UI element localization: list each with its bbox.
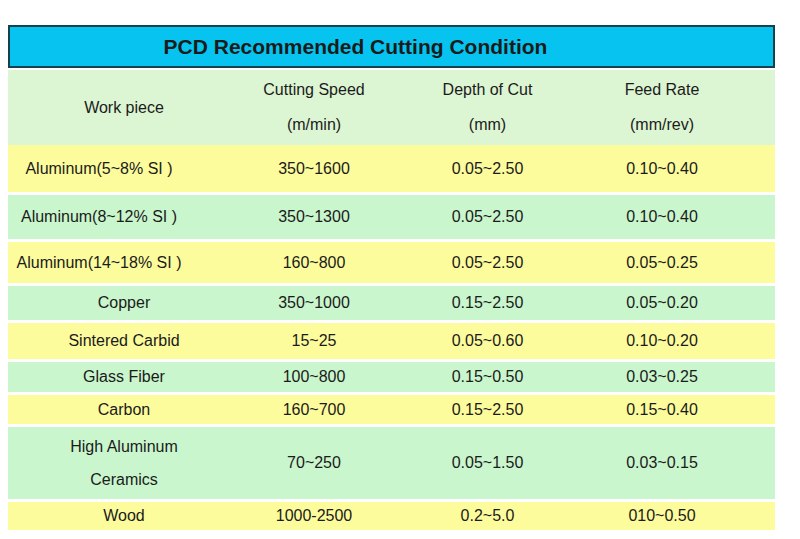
page: PCD Recommended Cutting Condition Work p… [0,0,800,539]
table-row: Glass Fiber 100~800 0.15~0.50 0.03~0.25 [8,362,775,392]
table-row: Copper 350~1000 0.15~2.50 0.05~0.20 [8,286,775,320]
cell-feed-rate: 0.10~0.40 [575,145,775,192]
cell-depth-of-cut: 0.05~2.50 [400,242,575,283]
table-title-bar: PCD Recommended Cutting Condition [8,25,775,68]
cell-feed-rate: 0.05~0.20 [575,286,775,320]
table-row: High Aluminum Ceramics 70~250 0.05~1.50 … [8,427,775,499]
cell-feed-rate: 0.10~0.40 [575,195,775,239]
column-header-label: Work piece [84,99,164,117]
column-header-unit: (mm) [469,116,506,134]
table-row: Carbon 160~700 0.15~2.50 0.15~0.40 [8,395,775,424]
cell-feed-rate: 010~0.50 [575,502,775,530]
table-title: PCD Recommended Cutting Condition [164,35,548,59]
cell-cutting-speed: 160~800 [240,242,400,283]
cell-cutting-speed: 70~250 [240,427,400,499]
table-row: Aluminum(8~12% SI ) 350~1300 0.05~2.50 0… [8,195,775,239]
cell-cutting-speed: 350~1600 [240,145,400,192]
cell-cutting-speed: 350~1000 [240,286,400,320]
cell-cutting-speed: 100~800 [240,362,400,392]
column-header-unit: (m/min) [287,116,341,134]
cell-feed-rate: 0.05~0.25 [575,242,775,283]
column-header-cutting-speed: Cutting Speed (m/min) [240,70,400,145]
cutting-condition-table: PCD Recommended Cutting Condition Work p… [8,25,775,530]
cell-workpiece: Copper [8,286,240,320]
cell-cutting-speed: 1000-2500 [240,502,400,530]
cell-workpiece: Aluminum(14~18% SI ) [0,242,215,283]
cell-cutting-speed: 160~700 [240,395,400,424]
cell-cutting-speed: 15~25 [240,323,400,359]
cell-workpiece: Glass Fiber [8,362,240,392]
cell-depth-of-cut: 0.15~2.50 [400,395,575,424]
cell-workpiece: Sintered Carbid [8,323,240,359]
column-header-depth-of-cut: Depth of Cut (mm) [400,70,575,145]
cell-depth-of-cut: 0.05~2.50 [400,195,575,239]
cell-feed-rate: 0.03~0.25 [575,362,775,392]
column-header-workpiece: Work piece [8,70,240,145]
cell-depth-of-cut: 0.2~5.0 [400,502,575,530]
cell-depth-of-cut: 0.05~2.50 [400,145,575,192]
cell-cutting-speed: 350~1300 [240,195,400,239]
table-header-row: Work piece Cutting Speed (m/min) Depth o… [8,70,775,145]
cell-depth-of-cut: 0.05~0.60 [400,323,575,359]
column-header-label: Feed Rate [625,81,700,99]
cell-depth-of-cut: 0.15~2.50 [400,286,575,320]
column-header-feed-rate: Feed Rate (mm/rev) [575,70,775,145]
cell-workpiece: High Aluminum Ceramics [8,427,240,499]
table-row: Aluminum(5~8% SI ) 350~1600 0.05~2.50 0.… [8,145,775,192]
column-header-unit: (mm/rev) [630,116,694,134]
column-header-label: Depth of Cut [443,81,533,99]
cell-feed-rate: 0.03~0.15 [575,427,775,499]
table-row: Wood 1000-2500 0.2~5.0 010~0.50 [8,502,775,530]
cell-workpiece: Aluminum(5~8% SI ) [0,145,215,192]
cell-workpiece: Wood [8,502,240,530]
cell-depth-of-cut: 0.05~1.50 [400,427,575,499]
column-header-label: Cutting Speed [263,81,364,99]
table-row: Aluminum(14~18% SI ) 160~800 0.05~2.50 0… [8,242,775,283]
cell-workpiece: Carbon [8,395,240,424]
cell-feed-rate: 0.10~0.20 [575,323,775,359]
cell-feed-rate: 0.15~0.40 [575,395,775,424]
cell-workpiece: Aluminum(8~12% SI ) [0,195,215,239]
cell-depth-of-cut: 0.15~0.50 [400,362,575,392]
table-row: Sintered Carbid 15~25 0.05~0.60 0.10~0.2… [8,323,775,359]
